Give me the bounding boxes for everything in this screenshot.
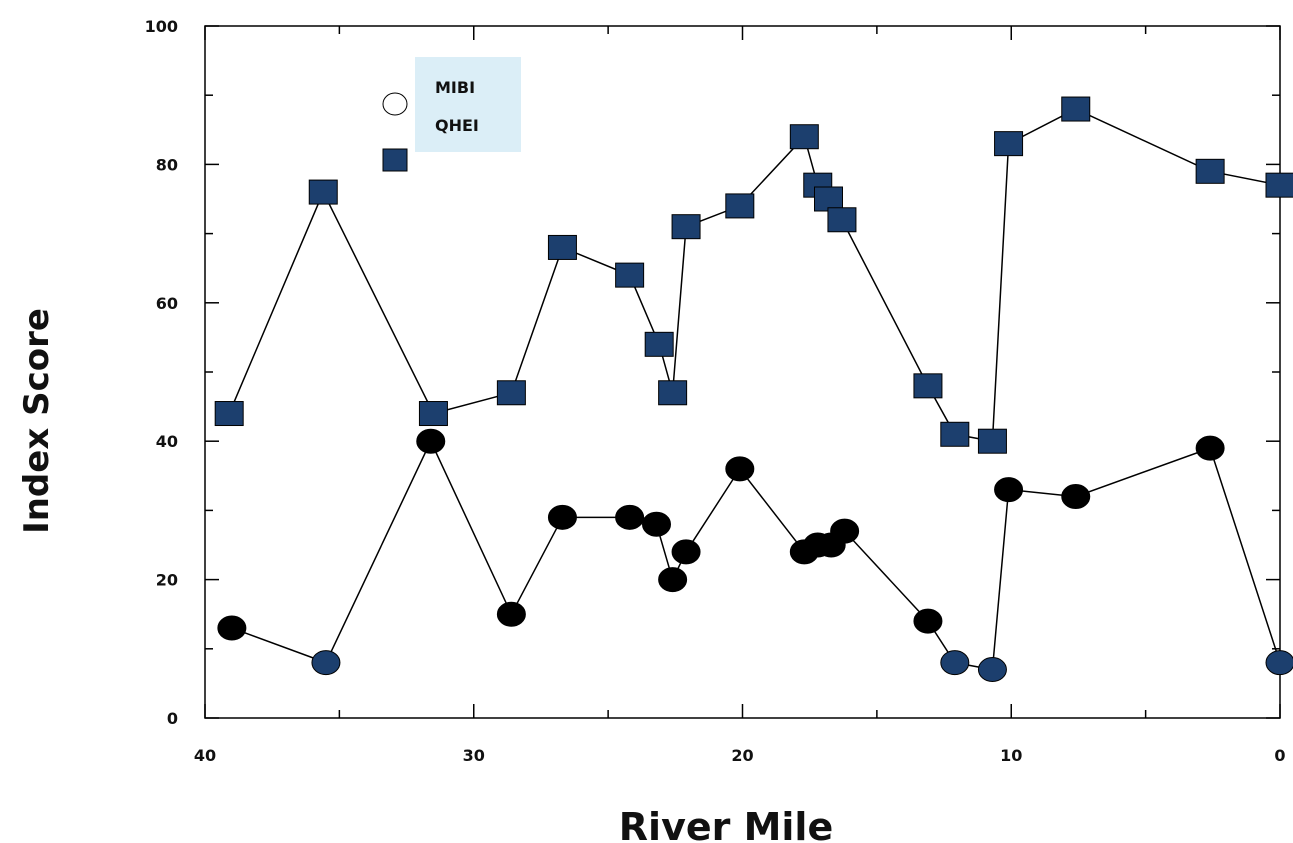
qhei-point: [644, 331, 674, 357]
series-lines: [228, 108, 1281, 671]
x-axis-title: River Mile: [619, 805, 833, 843]
mibi-point: [830, 518, 860, 544]
mibi-point: [671, 539, 701, 565]
mibi-point: [547, 504, 577, 530]
qhei-point: [827, 207, 857, 233]
mibi-point: [496, 601, 526, 627]
y-tick-label: 100: [145, 17, 178, 36]
legend-label-mibi: MIBI: [435, 78, 475, 97]
mibi-point: [1061, 484, 1091, 510]
mibi-point: [1265, 650, 1293, 676]
mibi-point: [217, 615, 247, 641]
legend-mibi-marker: [382, 92, 408, 116]
y-tick-label: 20: [156, 571, 178, 590]
x-tick-label: 20: [731, 746, 753, 765]
qhei-point: [725, 193, 755, 219]
mibi-point: [994, 477, 1024, 503]
series-markers: [214, 96, 1293, 683]
mibi-point: [977, 657, 1007, 683]
x-tick-label: 10: [1000, 746, 1022, 765]
x-tick-label: 30: [463, 746, 485, 765]
mibi-line: [231, 439, 1281, 671]
legend-qhei-marker: [382, 148, 408, 172]
qhei-point: [214, 401, 244, 427]
mibi-point: [615, 504, 645, 530]
y-axis-title: Index Score: [17, 308, 57, 534]
mibi-point: [1195, 435, 1225, 461]
x-tick-label: 0: [1274, 746, 1285, 765]
y-tick-label: 0: [167, 709, 178, 728]
qhei-point: [977, 428, 1007, 454]
mibi-point: [416, 428, 446, 454]
mibi-point: [642, 511, 671, 537]
qhei-point: [308, 179, 338, 205]
legend: MIBI QHEI: [382, 57, 521, 172]
mibi-point: [913, 608, 943, 634]
legend-label-qhei: QHEI: [435, 116, 479, 135]
mibi-point: [725, 456, 755, 482]
y-tick-label: 60: [156, 294, 178, 313]
qhei-point: [913, 373, 943, 399]
plot-frame: [204, 25, 1281, 719]
x-tick-label: 40: [194, 746, 216, 765]
qhei-point: [418, 401, 448, 427]
qhei-point: [940, 421, 970, 447]
qhei-point: [1195, 158, 1225, 184]
qhei-point: [1061, 96, 1091, 122]
qhei-point: [615, 262, 645, 288]
qhei-point: [994, 131, 1024, 157]
qhei-point: [496, 380, 526, 406]
legend-box: [415, 57, 521, 152]
mibi-point: [940, 650, 970, 676]
y-tick-label: 40: [156, 432, 178, 451]
qhei-point: [1265, 172, 1293, 198]
qhei-point: [658, 380, 688, 406]
y-tick-label: 80: [156, 155, 178, 174]
mibi-point: [658, 567, 688, 593]
mibi-point: [311, 650, 341, 676]
qhei-point: [814, 186, 843, 212]
qhei-point: [671, 214, 701, 240]
qhei-point: [789, 124, 819, 150]
qhei-point: [547, 234, 577, 260]
